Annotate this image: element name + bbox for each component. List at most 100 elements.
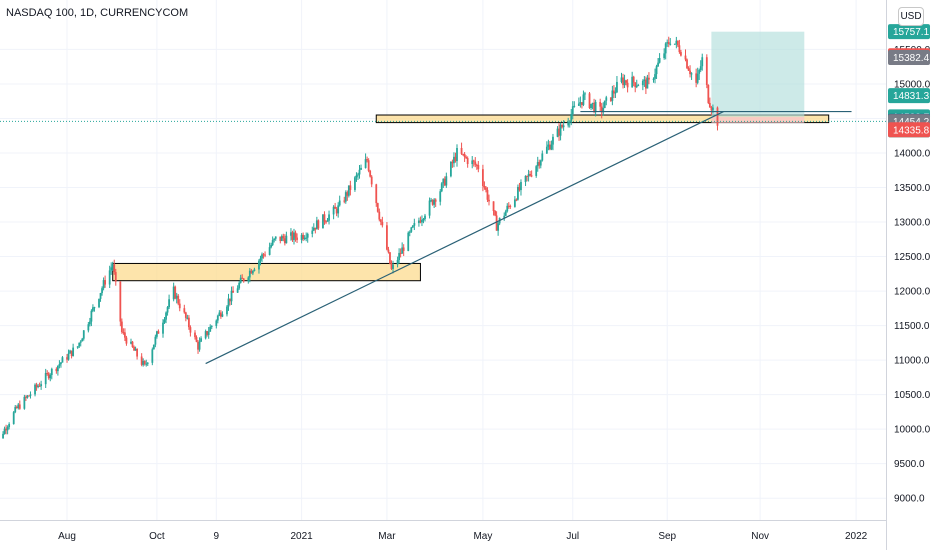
candle-body (504, 211, 507, 216)
candle-body (175, 295, 178, 299)
candle-body (125, 337, 128, 344)
candle-body (422, 219, 425, 221)
candle-body (92, 307, 94, 311)
candle-body (47, 373, 50, 379)
candle-body (539, 160, 542, 166)
x-tick-label: 2021 (290, 531, 313, 542)
candle-body (529, 173, 532, 176)
candle-body (680, 52, 682, 56)
candle-body (535, 166, 538, 176)
price-zone (112, 262, 421, 282)
candle-body (678, 45, 681, 53)
candle-body (12, 412, 15, 424)
candle-body (152, 344, 155, 350)
candle-body (556, 128, 559, 137)
candle-body (357, 174, 359, 176)
candle-body (698, 69, 701, 74)
candle-body (2, 433, 4, 439)
candle-body (3, 428, 6, 434)
candle-body (472, 160, 475, 162)
candle-body (657, 62, 659, 67)
candle-body (315, 220, 318, 230)
candle-body (124, 332, 126, 338)
candle-body (293, 232, 295, 240)
y-tick-label: 14000.0 (894, 148, 931, 159)
candle-body (184, 312, 187, 318)
target-zone (711, 31, 805, 117)
candle-body (259, 258, 262, 261)
candle-body (227, 298, 230, 307)
candle-body (547, 144, 550, 147)
candle-body (271, 240, 274, 245)
candle-body (24, 396, 27, 398)
candle-body (206, 331, 209, 335)
candle-body (570, 113, 573, 122)
candle-body (66, 357, 68, 360)
candle-body (168, 299, 170, 308)
y-tick-label: 9500.0 (894, 459, 925, 470)
trendlines[interactable] (0, 110, 886, 365)
candle-body (402, 247, 405, 251)
candle-body (453, 156, 455, 164)
candle-body (290, 232, 292, 236)
candle-body (204, 331, 207, 339)
candle-body (130, 341, 132, 344)
candle-body (38, 385, 41, 387)
price-tag-label: 15757.1 (893, 27, 930, 38)
candle-body (354, 177, 356, 190)
support-resistance-zones[interactable] (112, 114, 830, 282)
candle-body (541, 153, 544, 161)
candle-body (591, 102, 594, 104)
candle-body (338, 200, 341, 206)
candle-body (50, 368, 53, 376)
candle-body (274, 236, 277, 239)
candle-body (242, 278, 245, 282)
candle-body (716, 107, 719, 126)
candle-body (370, 176, 373, 185)
candle-body (49, 375, 52, 379)
candle-body (258, 260, 260, 270)
x-tick-label: Jul (566, 531, 579, 542)
candle-body (605, 97, 608, 101)
candle-body (198, 341, 201, 350)
candle-body (398, 252, 401, 261)
price-tags: 15757.115409.215382.414831.314523.713:24… (888, 24, 932, 138)
candle-body (503, 215, 506, 218)
candle-body (462, 153, 464, 155)
candle-body (707, 84, 710, 103)
candle-body (346, 192, 349, 196)
time-axis[interactable]: Aug Oct 9 2021 Mar May Jul Sep Nov 2022 (0, 520, 886, 550)
candle-body (690, 73, 693, 75)
candle-body (134, 348, 137, 351)
candle-body (527, 173, 530, 177)
candle-body (538, 162, 541, 166)
candle-body (658, 58, 661, 63)
time-axis-bg (0, 520, 886, 550)
candle-body (562, 125, 565, 128)
candle-body (344, 192, 347, 202)
candle-body (14, 406, 17, 413)
candle-body (300, 234, 303, 240)
candle-body (440, 183, 443, 192)
price-tag: 14335.8 (888, 122, 930, 138)
candle-body (643, 79, 646, 81)
y-tick-label: 11000.0 (894, 356, 930, 367)
candle-body (506, 205, 509, 212)
candle-body (120, 321, 123, 332)
candle-body (55, 368, 58, 372)
candle-body (367, 160, 370, 171)
candle-body (611, 90, 614, 101)
candle-body (360, 167, 362, 170)
candle-body (477, 165, 480, 170)
candle-body (571, 106, 574, 114)
long-position-tool[interactable] (711, 31, 805, 123)
candle-body (667, 42, 670, 45)
candle-body (439, 191, 442, 202)
currency-button[interactable]: USD (898, 7, 924, 26)
candle-body (44, 373, 47, 385)
x-tick-label: May (473, 531, 492, 542)
x-tick-label: Aug (58, 531, 76, 542)
candle-body (99, 293, 102, 299)
price-axis[interactable]: 9000.0 9500.0 10000.0 10500.0 11000.0 11500.0… (886, 0, 932, 550)
